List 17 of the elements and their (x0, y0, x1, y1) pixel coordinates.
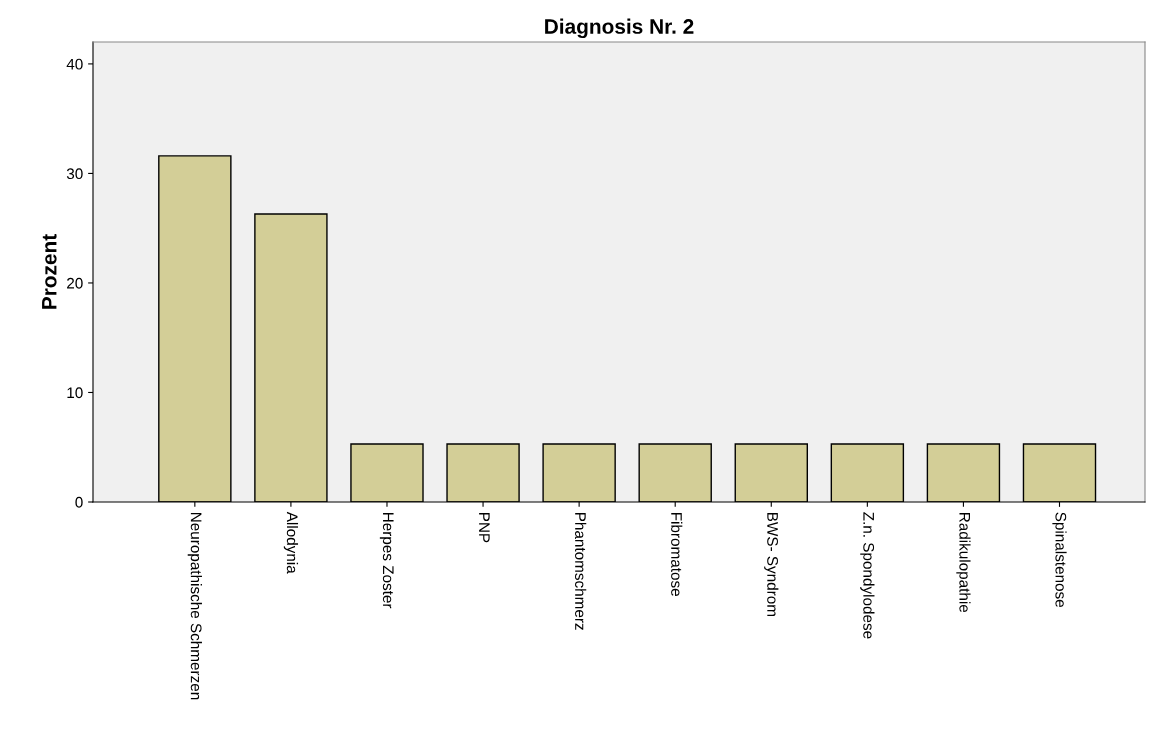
x-tick-label: Z.n. Spondylodese (860, 512, 875, 639)
chart-title: Diagnosis Nr. 2 (545, 18, 694, 39)
y-tick-label: 40 (66, 58, 83, 70)
x-tick-label: Radikulopathie (956, 512, 971, 613)
y-tick-label: 10 (67, 387, 83, 399)
x-tick-label: PNP (479, 512, 490, 543)
y-tick-label: 30 (66, 168, 83, 180)
x-tick-label: BWS- Syndrom (764, 512, 779, 616)
x-tick-label: Spinalstenose (1052, 512, 1067, 608)
x-tick-label: Fibromatose (671, 512, 683, 596)
y-tick-label: 0 (75, 496, 83, 508)
x-tick-label: Phantomschmerz (575, 512, 587, 630)
x-tick-label: Neuropathische Schmerzen (187, 512, 202, 700)
x-tick-label: Allodynia (283, 511, 299, 574)
y-tick-label: 20 (67, 277, 83, 289)
x-tick-label: Herpes Zoster (379, 512, 394, 609)
y-axis-title: Prozent (42, 234, 57, 309)
